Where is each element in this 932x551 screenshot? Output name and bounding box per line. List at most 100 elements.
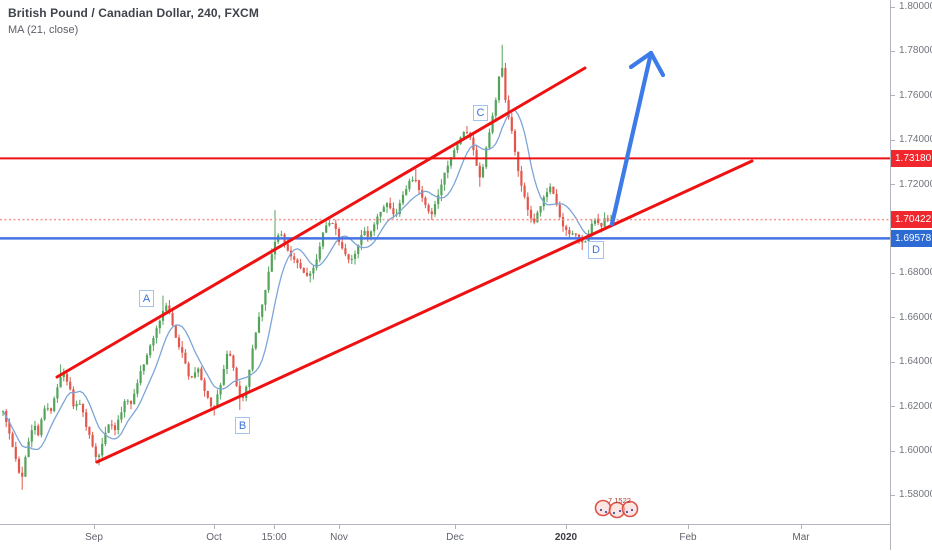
symbol-title[interactable]: British Pound / Canadian Dollar, 240, FX… [8,6,259,20]
candle-body [353,253,357,259]
candle-body [561,217,565,227]
candle-body [539,206,542,213]
candle-body [414,180,417,182]
candle-body [552,186,555,194]
candle-body [510,117,513,132]
time-tick-label: 2020 [554,532,578,543]
candle-body [529,209,533,219]
candle-body [168,305,171,314]
candle-body [129,400,133,404]
candle-body [46,408,49,410]
price-axis[interactable]: 1.80000 1.78000 1.76000 1.74000 1.72000 1.680… [890,0,932,550]
wave-label-a[interactable]: A [139,290,154,307]
candle-body [94,446,97,457]
price-tick-dash [891,361,895,363]
candle-body [545,192,549,198]
candle-body [536,212,539,223]
price-tick-label: 1.76000 [899,89,932,101]
candle-body [11,433,14,447]
candle-body [56,387,59,399]
candle-body [14,446,17,459]
price-tick-label: 1.60000 [899,445,932,456]
candle-body [433,204,437,215]
candle-body [280,234,283,236]
candle-body [549,186,552,193]
channel-lower-trendline[interactable] [95,159,754,464]
price-tick-label: 1.64000 [899,356,932,368]
indicator-ma-label[interactable]: MA (21, close) [8,24,79,36]
candle-body [408,180,411,190]
candle-body [430,211,433,215]
candle-body [341,242,344,249]
candle-body [478,165,481,178]
candle-body [382,207,385,212]
candle-body [65,373,69,382]
candle-body [120,412,123,420]
time-tick-dash [688,525,689,529]
time-tick-label: Feb [679,532,697,543]
price-tick-label: 1.66000 [899,311,932,323]
candle-body [261,304,264,317]
candle-body [318,246,321,260]
stamp-dot [625,510,629,514]
candle-body [187,363,190,377]
candle-body [558,204,561,218]
candle-body [603,218,606,227]
candle-body [302,268,305,273]
wave-label-d[interactable]: D [588,241,604,259]
watermark-stamp: 7 1522 [594,496,639,519]
candle-body [49,408,53,412]
time-tick-label: Mar [792,532,810,543]
candle-body [504,68,507,101]
candle-body [101,443,104,456]
candle-body [91,434,94,447]
price-tick-label: 1.72000 [899,178,932,190]
candle-body [17,458,21,473]
candle-body [43,408,46,420]
candle-body [30,430,33,442]
price-tick-label: 1.78000 [899,45,932,57]
candle-body [270,254,273,272]
candle-body [235,367,238,386]
candle-body [427,204,430,212]
candle-body [523,185,526,197]
price-badge-1.70422: 1.70422 [891,211,932,229]
candle-body [110,424,113,426]
wave-label-c[interactable]: C [473,105,488,121]
price-tick-dash [891,450,895,452]
candle-body [334,223,337,229]
channel-upper-trendline[interactable] [55,66,587,379]
candle-body [222,368,225,385]
stamp-text: 7 1522 [608,496,631,505]
candle-body [405,189,408,195]
candle-body [27,441,30,458]
candle-body [40,419,43,436]
candle-body [238,385,241,396]
candle-body [379,211,382,217]
candle-body [248,369,251,387]
candle-body [584,241,587,243]
time-tick-dash [455,525,456,529]
candle-body [264,289,267,305]
stamp-dot [630,508,634,512]
candle-body [309,273,312,276]
up-arrow-drawing[interactable] [609,50,666,227]
wave-label-b[interactable]: B [235,417,250,434]
price-tick-dash [891,95,895,97]
candle-body [181,347,184,353]
candle-body [462,132,465,138]
price-tick-label: 1.62000 [899,400,932,412]
candle-body [465,132,469,134]
candle-body [123,401,126,413]
candle-body [149,345,152,356]
candle-body [373,224,376,232]
candle-body [136,383,139,394]
time-axis[interactable]: Sep Oct 15:00 Nov Dec 2020 Feb Mar [0,524,932,551]
candle-body [171,313,174,326]
candle-body [600,222,603,227]
candle-body [456,144,459,151]
candle-body [75,404,78,407]
time-tick-label: Sep [85,532,103,543]
